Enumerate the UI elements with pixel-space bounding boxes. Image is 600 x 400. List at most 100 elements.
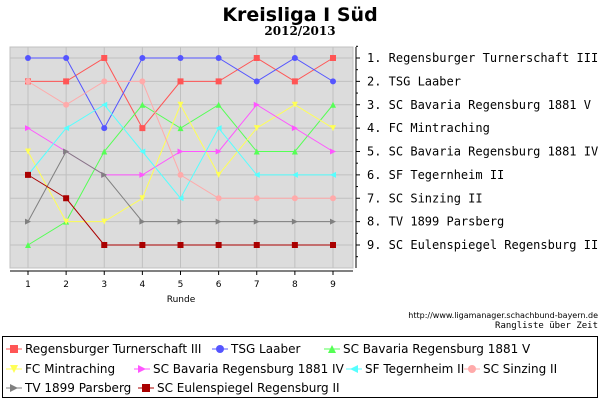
- rank-label: 7. SC Sinzing II: [367, 191, 483, 205]
- data-point: [330, 148, 336, 155]
- data-point: [291, 125, 298, 132]
- series: [25, 101, 336, 225]
- legend-item: TV 1899 Parsberg: [5, 380, 131, 396]
- data-point: [63, 125, 70, 132]
- source-url[interactable]: http://www.ligamanager.schachbund-bayern…: [408, 311, 598, 320]
- data-point: [177, 171, 184, 178]
- legend-swatch: [6, 384, 22, 392]
- data-point: [101, 125, 108, 132]
- data-point: [330, 242, 336, 248]
- legend-swatch-marker: [350, 365, 358, 373]
- chart-subtitle: 2012/2013: [264, 24, 336, 38]
- data-point: [330, 78, 336, 85]
- x-tick-label: 1: [25, 280, 31, 290]
- data-point: [291, 218, 298, 225]
- legend-item: FC Mintraching: [5, 361, 115, 377]
- data-point: [291, 195, 298, 202]
- legend-item: TSG Laaber: [211, 341, 300, 357]
- rank-label: 6. SF Tegernheim II: [367, 168, 504, 182]
- legend-swatch: [346, 365, 362, 373]
- x-tick-label: 6: [216, 280, 222, 290]
- data-point: [291, 148, 298, 155]
- x-tick-label: 5: [178, 280, 184, 290]
- data-point: [291, 55, 298, 61]
- data-point: [25, 242, 31, 248]
- data-point: [63, 218, 70, 225]
- x-tick-label: 9: [330, 280, 336, 290]
- data-point: [291, 101, 298, 108]
- data-point: [253, 242, 260, 248]
- legend-label: SC Bavaria Regensburg 1881 V: [343, 342, 531, 356]
- legend-swatch-marker: [10, 365, 18, 373]
- legend-item: Regensburger Turnerschaft III: [5, 341, 201, 357]
- data-point: [139, 148, 146, 155]
- data-point: [25, 148, 31, 155]
- data-point: [215, 78, 222, 85]
- data-point: [215, 101, 222, 108]
- chart-title: Kreisliga I Süd: [222, 4, 378, 26]
- legend-swatch: [6, 365, 22, 373]
- legend-swatch-marker: [142, 384, 150, 392]
- data-point: [291, 78, 298, 85]
- data-point: [253, 195, 260, 202]
- legend-swatch-marker: [216, 345, 224, 353]
- data-point: [215, 148, 222, 155]
- data-point: [101, 148, 108, 155]
- data-point: [63, 55, 70, 61]
- rank-labels: 1. Regensburger Turnerschaft III 2. TSG L…: [367, 51, 598, 252]
- legend-swatch-marker: [328, 345, 336, 353]
- data-point: [330, 171, 336, 178]
- data-point: [253, 125, 260, 132]
- data-point: [291, 171, 298, 178]
- data-point: [25, 125, 31, 132]
- data-point: [25, 78, 31, 85]
- legend-swatch: [138, 384, 154, 392]
- data-point: [177, 101, 184, 108]
- data-point: [101, 242, 108, 248]
- series: [25, 55, 336, 132]
- data-point: [63, 101, 70, 108]
- data-point: [139, 101, 146, 108]
- rank-label: 1. Regensburger Turnerschaft III: [367, 51, 598, 65]
- rank-label: 8. TV 1899 Parsberg: [367, 215, 504, 229]
- x-tick-label: 4: [140, 280, 146, 290]
- data-point: [139, 195, 146, 202]
- rank-label: 2. TSG Laaber: [367, 74, 461, 88]
- legend-swatch-marker: [138, 365, 146, 373]
- legend-label: Regensburger Turnerschaft III: [25, 342, 202, 356]
- chart-caption: Rangliste über Zeit: [495, 321, 598, 331]
- legend-item: SC Eulenspiegel Regensburg II: [137, 380, 340, 396]
- legend-item: SF Tegernheim II: [345, 361, 464, 377]
- data-point: [177, 148, 184, 155]
- data-point: [101, 55, 108, 61]
- x-tick-label: 7: [254, 280, 260, 290]
- series: [25, 171, 336, 248]
- data-point: [101, 78, 108, 85]
- data-point: [25, 55, 31, 61]
- legend-label: SC Bavaria Regensburg 1881 IV: [153, 362, 344, 376]
- legend: Regensburger Turnerschaft III TSG Laaber S…: [2, 336, 598, 398]
- data-point: [330, 55, 336, 61]
- rank-label: 3. SC Bavaria Regensburg 1881 V: [367, 98, 591, 112]
- data-point: [139, 171, 146, 178]
- data-point: [215, 55, 222, 61]
- data-point: [101, 218, 108, 225]
- data-point: [253, 101, 260, 108]
- legend-swatch: [212, 345, 228, 353]
- x-tick-label: 2: [63, 280, 69, 290]
- x-tick-label: 8: [292, 280, 298, 290]
- legend-swatch: [6, 345, 22, 353]
- data-point: [215, 195, 222, 202]
- legend-swatch: [464, 365, 480, 373]
- legend-swatch-marker: [10, 384, 18, 392]
- series: [25, 148, 336, 225]
- data-point: [177, 195, 184, 202]
- legend-item: SC Sinzing II: [463, 361, 557, 377]
- legend-swatch-marker: [10, 345, 18, 353]
- legend-swatch: [324, 345, 340, 353]
- series-lines: [25, 55, 336, 248]
- data-point: [330, 195, 336, 202]
- data-point: [253, 148, 260, 155]
- legend-label: SF Tegernheim II: [365, 362, 465, 376]
- x-axis-label: Runde: [167, 295, 196, 305]
